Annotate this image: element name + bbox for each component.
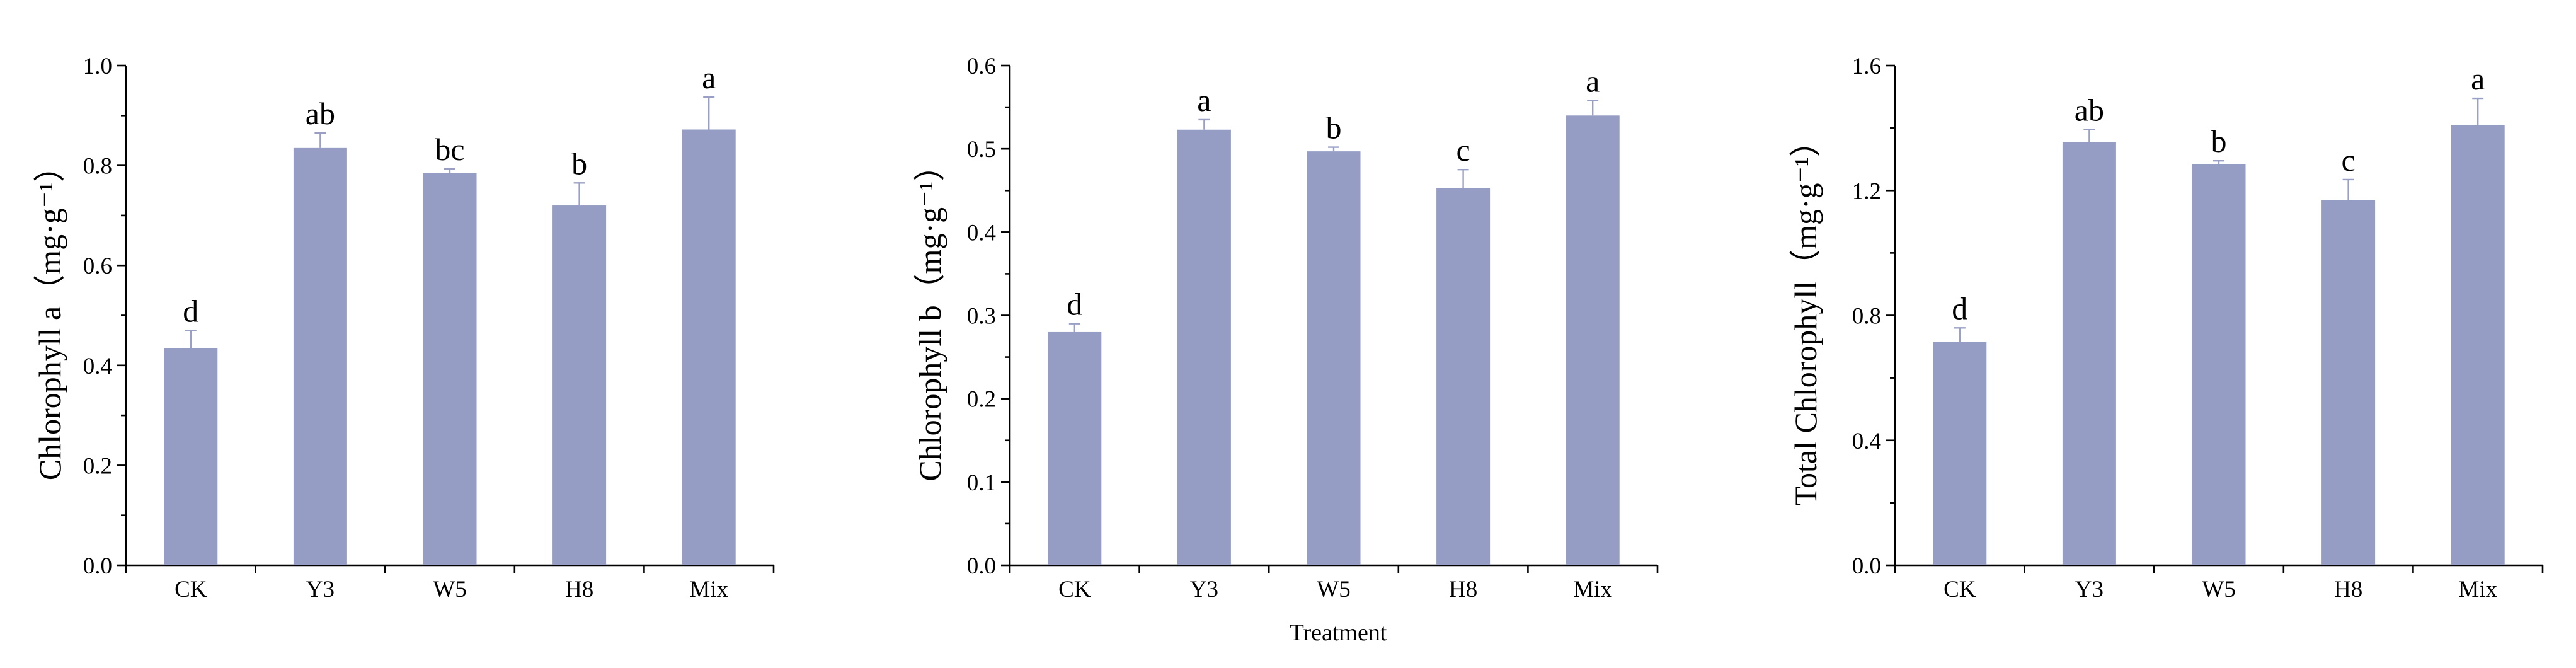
significance-label: d bbox=[1952, 291, 1967, 326]
chart-panel-2: 0.0 0.1 0.2 0.3 0.4 0.5 0.6 CK d Y3 a W5 b H8 c Mix a Chl… bbox=[912, 54, 1659, 602]
bar-ck bbox=[1048, 331, 1102, 565]
x-tick-label: Y3 bbox=[1190, 577, 1218, 602]
y-tick-label: 0.0 bbox=[967, 553, 996, 579]
bar-w5 bbox=[2192, 164, 2246, 565]
y-tick-label: 0.3 bbox=[967, 304, 996, 330]
significance-label: b bbox=[1326, 110, 1342, 146]
bar-ck bbox=[1933, 342, 1987, 565]
significance-label: a bbox=[1586, 64, 1600, 99]
bar-h8 bbox=[2321, 200, 2376, 565]
y-tick-label: 0.4 bbox=[1852, 429, 1881, 454]
x-tick-label: W5 bbox=[433, 577, 466, 602]
y-tick-label: 1.0 bbox=[83, 54, 112, 79]
bar-y3 bbox=[1177, 129, 1231, 566]
y-tick-label: 0.8 bbox=[83, 154, 112, 180]
significance-label: c bbox=[2341, 142, 2355, 178]
bar-h8 bbox=[552, 205, 607, 565]
significance-label: ab bbox=[306, 96, 335, 131]
y-tick-label: 0.1 bbox=[967, 470, 996, 496]
y-axis-title: Total Chlorophyll（mg·g⁻¹） bbox=[1788, 125, 1823, 505]
y-tick-label: 1.2 bbox=[1852, 178, 1881, 204]
significance-label: a bbox=[702, 60, 716, 95]
x-tick-label: Y3 bbox=[2075, 577, 2104, 602]
x-tick-label: CK bbox=[1943, 577, 1976, 602]
significance-label: a bbox=[1197, 83, 1211, 118]
x-tick-label: W5 bbox=[1317, 577, 1350, 602]
x-tick-label: H8 bbox=[2334, 577, 2362, 602]
y-tick-label: 0.0 bbox=[1852, 553, 1881, 579]
significance-label: bc bbox=[435, 132, 464, 167]
y-tick-label: 0.5 bbox=[967, 137, 996, 163]
x-tick-label: CK bbox=[175, 577, 207, 602]
bar-w5 bbox=[1307, 151, 1361, 566]
bar-mix bbox=[1566, 115, 1620, 566]
y-tick-label: 0.4 bbox=[83, 354, 112, 379]
y-tick-label: 0.4 bbox=[967, 220, 996, 246]
y-tick-label: 0.6 bbox=[83, 253, 112, 279]
chart-panel-3: 0.0 0.4 0.8 1.2 1.6 CK d Y3 ab W5 b H8 c Mix a Total Ch… bbox=[1788, 54, 2544, 602]
bar-h8 bbox=[1436, 188, 1491, 565]
bar-y3 bbox=[293, 147, 347, 566]
y-tick-label: 1.6 bbox=[1852, 54, 1881, 79]
y-tick-label: 0.2 bbox=[967, 387, 996, 413]
significance-label: d bbox=[183, 293, 198, 328]
x-tick-label: Mix bbox=[2458, 577, 2497, 602]
x-tick-label: Y3 bbox=[306, 577, 335, 602]
significance-label: d bbox=[1067, 287, 1082, 322]
significance-label: a bbox=[2471, 61, 2485, 96]
y-tick-label: 0.0 bbox=[83, 553, 112, 579]
significance-label: ab bbox=[2075, 93, 2104, 128]
x-tick-label: CK bbox=[1058, 577, 1091, 602]
x-tick-label: W5 bbox=[2202, 577, 2235, 602]
bar-ck bbox=[164, 348, 218, 565]
bar-y3 bbox=[2062, 142, 2116, 566]
x-tick-label: Mix bbox=[689, 577, 728, 602]
bar-mix bbox=[2451, 125, 2505, 565]
bar-w5 bbox=[423, 173, 477, 565]
x-tick-label: H8 bbox=[1449, 577, 1477, 602]
y-tick-label: 0.6 bbox=[967, 54, 996, 79]
chart-panel-1: 0.0 0.2 0.4 0.6 0.8 1.0 CK d Y3 ab W5 bc H8 b Mix a Chlo… bbox=[32, 54, 775, 602]
y-tick-label: 0.2 bbox=[83, 453, 112, 479]
y-axis-title: Chlorophyll a（mg·g⁻¹） bbox=[32, 151, 67, 480]
y-axis-title: Chlorophyll b（mg·g⁻¹） bbox=[912, 149, 947, 481]
significance-label: b bbox=[2211, 124, 2227, 159]
significance-label: b bbox=[571, 146, 587, 181]
significance-label: c bbox=[1456, 132, 1470, 168]
y-tick-label: 0.8 bbox=[1852, 304, 1881, 330]
x-tick-label: H8 bbox=[565, 577, 593, 602]
bar-mix bbox=[682, 129, 736, 565]
x-tick-label: Mix bbox=[1573, 577, 1612, 602]
x-axis-title: Treatment bbox=[1290, 619, 1387, 646]
